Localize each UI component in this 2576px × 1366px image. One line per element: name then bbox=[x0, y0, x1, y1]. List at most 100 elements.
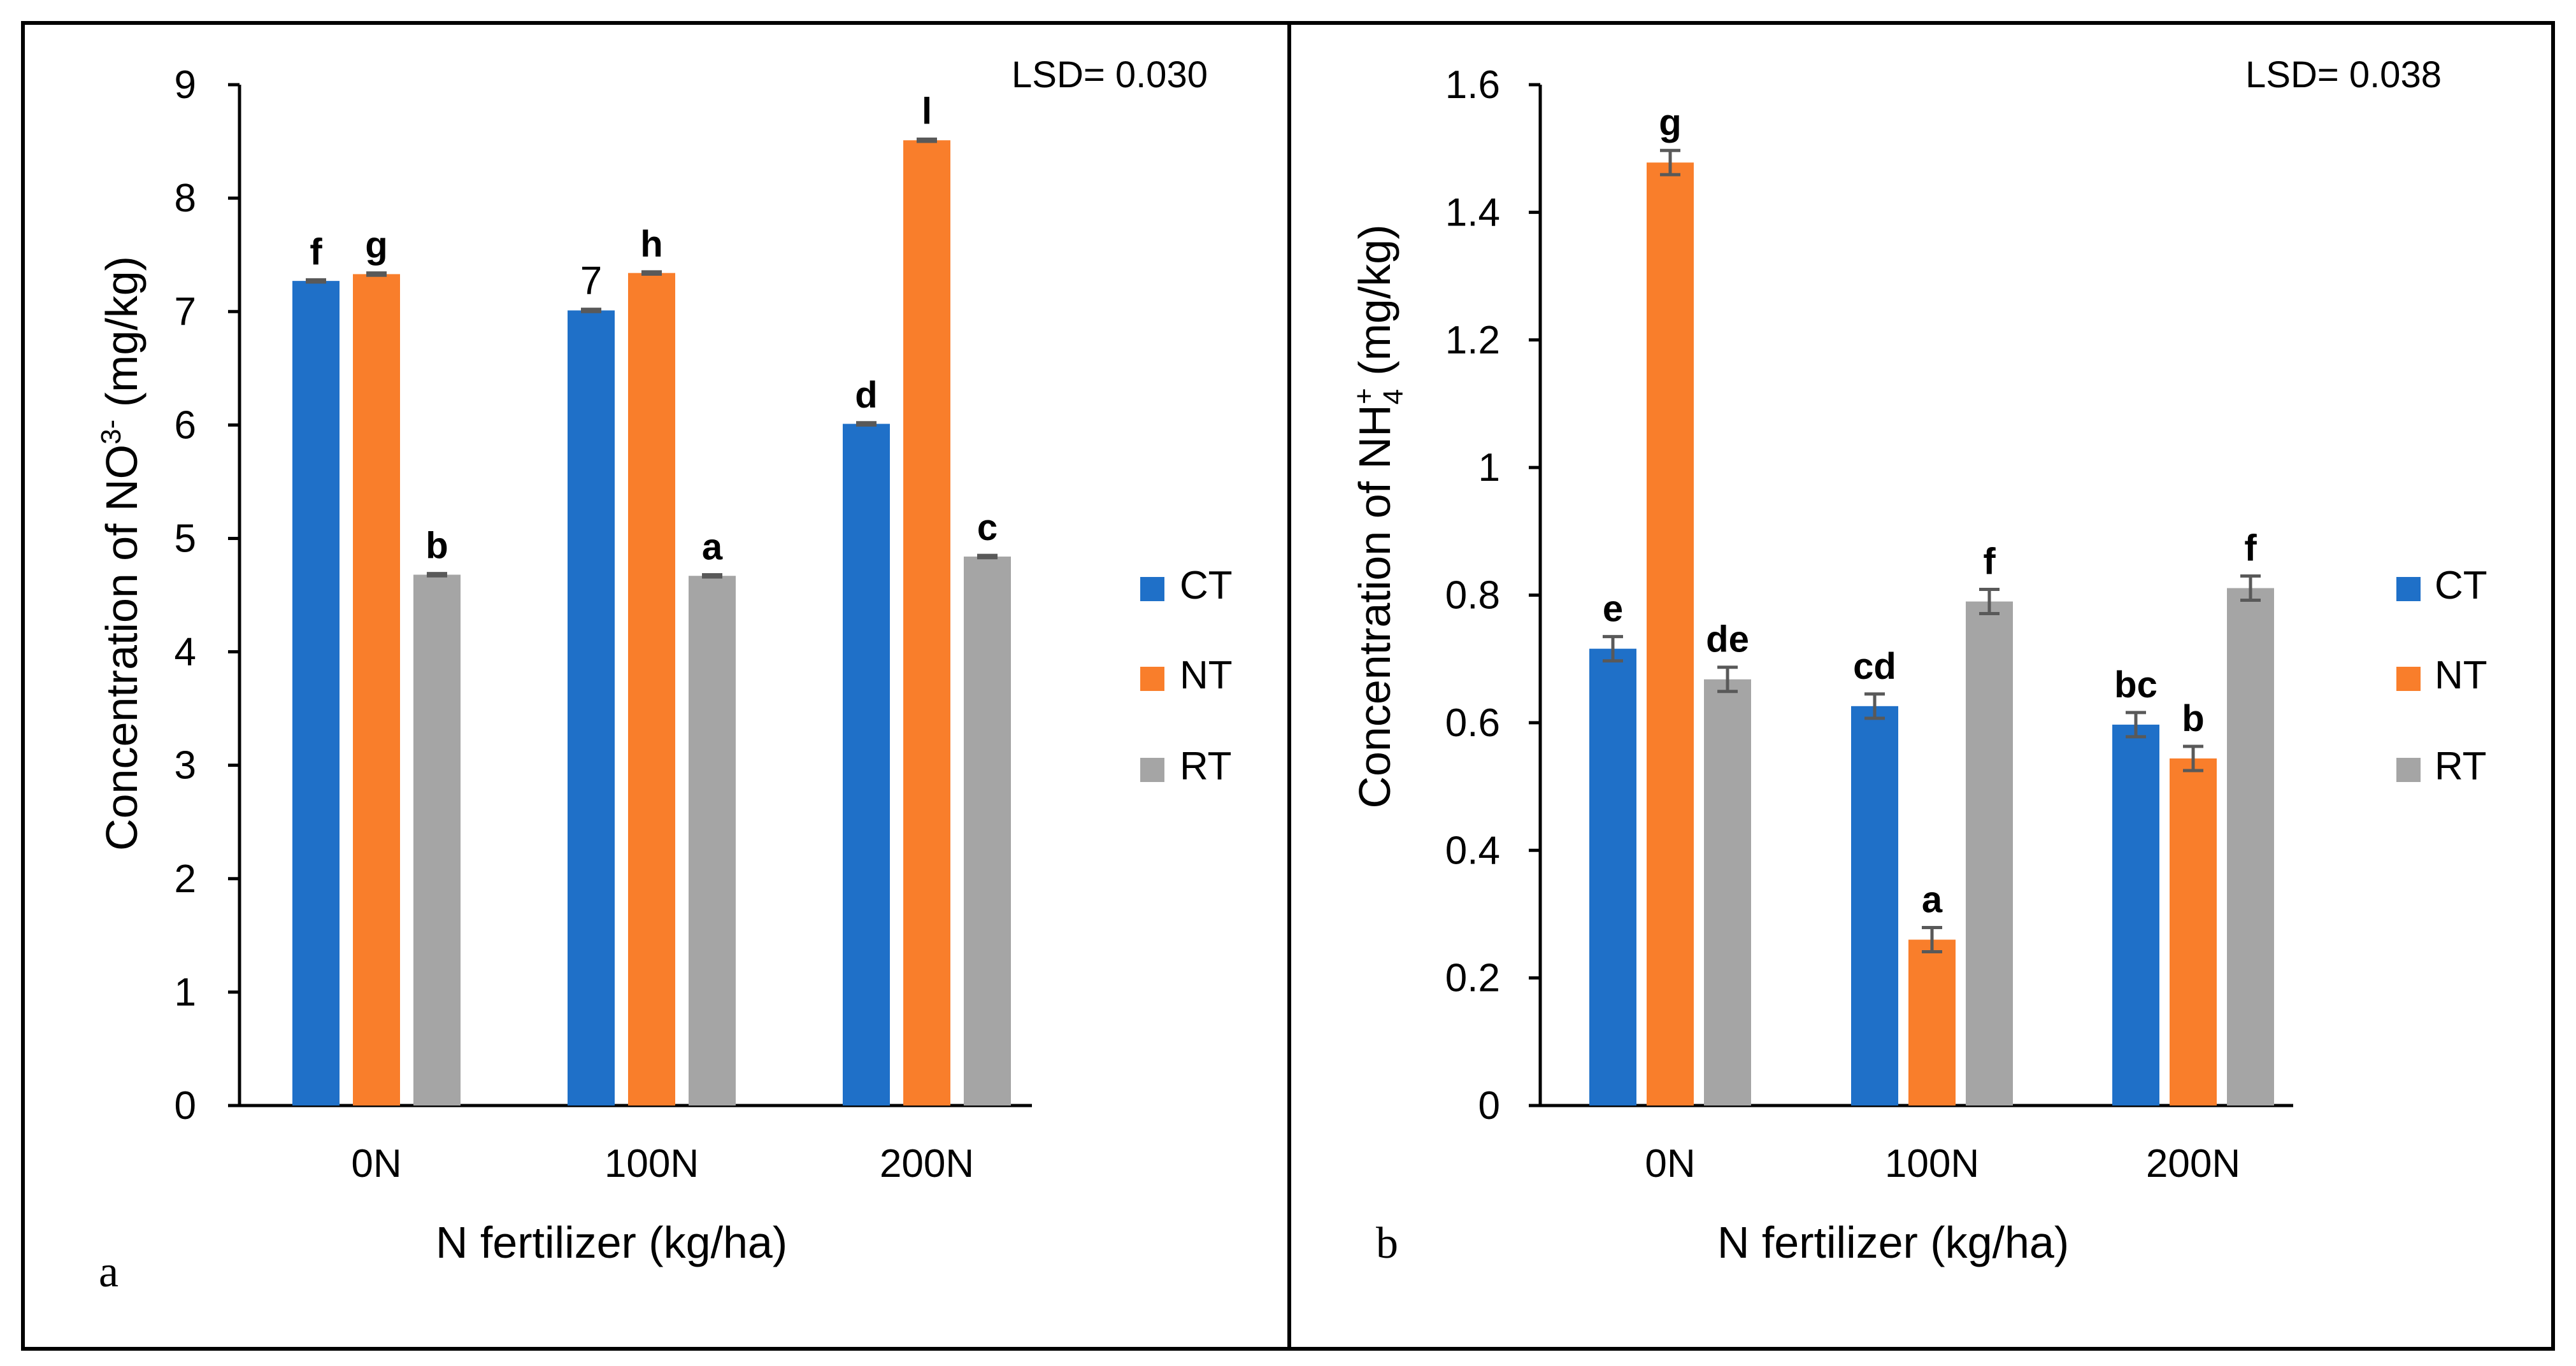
panel-b-error-bar bbox=[2126, 711, 2146, 739]
panel-b-y-axis-title-sup: + bbox=[1349, 388, 1380, 404]
panel-a-y-tick-label: 9 bbox=[175, 63, 196, 107]
panel-b-bar-nt-0n bbox=[1647, 162, 1694, 1106]
panel-a-legend-swatch bbox=[1140, 577, 1164, 601]
panel-b-y-axis-title-unit: (mg/kg) bbox=[1350, 224, 1399, 388]
panel-b-y-tick-label: 0.8 bbox=[1445, 574, 1500, 618]
panel-b-significance-label: f bbox=[2244, 527, 2257, 569]
panel-a-error-bar bbox=[977, 553, 998, 560]
panel-a-y-axis-title-sup: 3- bbox=[96, 420, 127, 445]
panel-b-x-axis-title: N fertilizer (kg/ha) bbox=[1717, 1218, 2069, 1267]
panel-b-significance-label: b bbox=[2182, 698, 2204, 739]
panel-b-significance-label: bc bbox=[2114, 664, 2157, 706]
panel-b-y-tick-label: 1.6 bbox=[1445, 63, 1500, 107]
panel-a-error-bar bbox=[306, 278, 326, 284]
panel-b-error-bar bbox=[1717, 665, 1738, 694]
panel-a-error-bar bbox=[427, 572, 447, 578]
panel-b-significance-label: g bbox=[1659, 102, 1681, 143]
panel-a-error-bar bbox=[581, 308, 601, 313]
panel-a-legend-swatch bbox=[1140, 758, 1164, 782]
panel-b-y-tick-label: 0.4 bbox=[1445, 829, 1500, 872]
panel-b-y-tick-label: 1.2 bbox=[1445, 318, 1500, 362]
panel-b-y-axis-title-sub: 4 bbox=[1378, 389, 1409, 404]
panel-a-error-bar bbox=[366, 271, 387, 277]
panel-a-bar-nt-0n bbox=[353, 274, 400, 1106]
panel-b-y-axis-title: Concentration of NH4+ (mg/kg) bbox=[1349, 224, 1409, 808]
panel-a-bar-rt-100n bbox=[689, 576, 736, 1106]
panel-b-significance-label: a bbox=[1922, 879, 1943, 920]
panel-b-label: b bbox=[1376, 1219, 1398, 1268]
panel-b-legend-label: NT bbox=[2435, 653, 2487, 697]
panel-a-category-label: 200N bbox=[880, 1142, 974, 1186]
panel-b-significance-label: f bbox=[1983, 541, 1996, 582]
panel-b-y-axis-title-main: Concentration of NH bbox=[1350, 404, 1399, 808]
panel-b-error-bar bbox=[1660, 148, 1680, 176]
panel-a-y-axis-title: Concentration of NO3- (mg/kg) bbox=[96, 256, 147, 851]
panel-b-y-tick-label: 1 bbox=[1478, 446, 1500, 490]
panel-b-significance-label: de bbox=[1706, 619, 1749, 660]
panel-a-legend-label: RT bbox=[1180, 744, 1232, 788]
panel-b-y-tick-label: 0.2 bbox=[1445, 957, 1500, 1000]
panel-a-bar-nt-100n bbox=[628, 273, 675, 1106]
panel-b-y-tick-label: 0 bbox=[1478, 1084, 1500, 1128]
panel-b-significance-label: e bbox=[1603, 588, 1623, 630]
panel-a-label: a bbox=[99, 1248, 118, 1297]
panel-a-y-tick-label: 7 bbox=[175, 290, 196, 334]
panel-b-plot: 0 0.2 0.4 0.6 0.8 1 1.2 1.4 1.6 0N 100N 200N e cd bc g a… bbox=[1445, 63, 2487, 1186]
panel-a-y-tick-label: 1 bbox=[175, 971, 196, 1014]
panel-a-x-axis-title: N fertilizer (kg/ha) bbox=[436, 1218, 787, 1267]
panel-a-significance-label: c bbox=[977, 507, 998, 548]
panel-b-error-bar bbox=[1922, 925, 1942, 954]
panel-a-y-tick-label: 5 bbox=[175, 516, 196, 560]
panel-a-bar-rt-0n bbox=[413, 574, 461, 1106]
panel-b: LSD= 0.038 b N fertilizer (kg/ha) Concen… bbox=[1349, 54, 2442, 1268]
panel-a-legend-swatch bbox=[1140, 667, 1164, 691]
panel-b-legend-swatch bbox=[2396, 667, 2421, 691]
panel-b-bar-ct-0n bbox=[1589, 648, 1636, 1106]
panel-a-legend-label: NT bbox=[1180, 653, 1233, 697]
panel-a-y-tick-label: 6 bbox=[175, 403, 196, 447]
panel-a-bar-rt-200n bbox=[964, 556, 1011, 1106]
panel-a-y-tick-label: 8 bbox=[175, 176, 196, 220]
panel-a-significance-label: f bbox=[310, 231, 322, 273]
panel-b-legend-label: CT bbox=[2435, 564, 2487, 608]
panel-a-legend-label: CT bbox=[1180, 564, 1233, 608]
panel-a-error-bar bbox=[856, 421, 877, 427]
panel-a-lsd: LSD= 0.030 bbox=[1012, 54, 1208, 96]
panel-b-error-bar bbox=[1864, 692, 1885, 720]
panel-b-bar-rt-100n bbox=[1966, 601, 2013, 1106]
panel-a-legend-item-ct: CT bbox=[1140, 564, 1233, 608]
panel-a-y-tick-label: 2 bbox=[175, 857, 196, 901]
panel-b-category-label: 0N bbox=[1645, 1142, 1695, 1186]
panel-a-bar-ct-200n bbox=[843, 423, 890, 1106]
panel-a-legend-item-rt: RT bbox=[1140, 744, 1232, 788]
panel-a-significance-label: l bbox=[922, 90, 932, 132]
panel-a-significance-label: d bbox=[855, 374, 877, 416]
panel-a-legend-item-nt: NT bbox=[1140, 653, 1233, 697]
panel-b-bar-ct-200n bbox=[2112, 724, 2159, 1106]
panel-a-y-tick-label: 0 bbox=[175, 1084, 196, 1128]
panel-a-significance-label: b bbox=[426, 525, 448, 567]
panel-b-bar-nt-200n bbox=[2170, 758, 2217, 1106]
panel-a-y-tick-label: 3 bbox=[175, 744, 196, 788]
panel-a-category-label: 100N bbox=[605, 1142, 699, 1186]
panel-b-frame bbox=[1287, 21, 2555, 1351]
panel-b-bar-rt-200n bbox=[2227, 588, 2274, 1106]
panel-a-y-axis-title-main: Concentration of NO bbox=[97, 445, 147, 851]
panel-b-legend-label: RT bbox=[2435, 744, 2487, 788]
panel-b-bar-nt-100n bbox=[1908, 939, 1956, 1106]
panel-a-category-label: 0N bbox=[351, 1142, 401, 1186]
panel-a-plot: 0 1 2 3 4 5 6 7 8 9 0N 100N 200N f 7 d g h l b a c CT NT RT bbox=[175, 63, 1233, 1186]
panel-a-error-bar bbox=[702, 573, 722, 579]
panel-b-legend-item-rt: RT bbox=[2396, 744, 2487, 788]
panel-b-legend-item-ct: CT bbox=[2396, 564, 2487, 608]
panel-b-significance-label: cd bbox=[1853, 646, 1896, 687]
panel-a-significance-label: 7 bbox=[580, 259, 602, 303]
panel-a-significance-label: h bbox=[640, 224, 662, 265]
panel-a-error-bar bbox=[641, 270, 662, 276]
panel-b-error-bar bbox=[2183, 744, 2203, 772]
panel-a-significance-label: g bbox=[365, 225, 387, 266]
panel-b-error-bar bbox=[1603, 635, 1623, 663]
panel-a-y-tick-label: 4 bbox=[175, 630, 196, 674]
panel-b-legend-swatch bbox=[2396, 577, 2421, 601]
panel-b-legend-item-nt: NT bbox=[2396, 653, 2487, 697]
